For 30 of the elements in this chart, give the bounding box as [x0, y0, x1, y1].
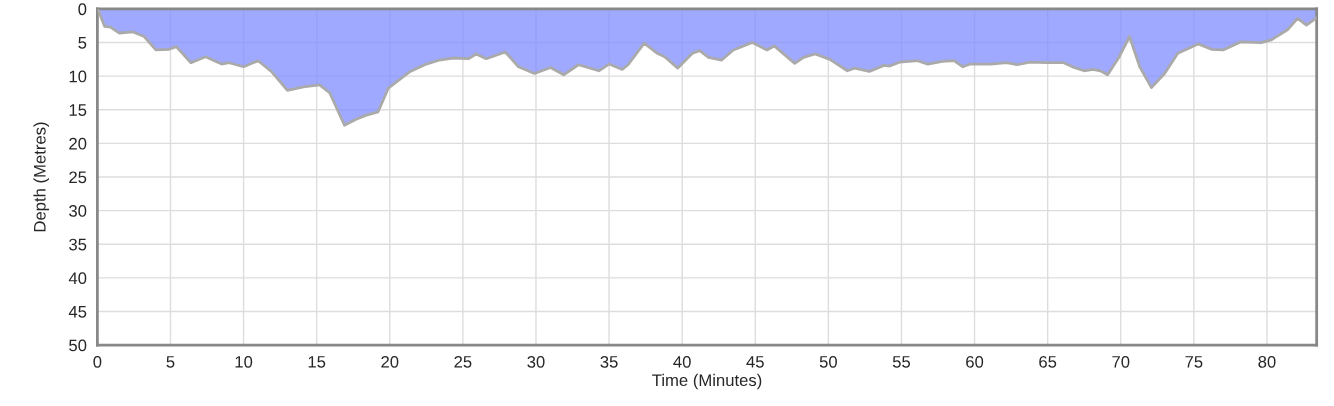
- x-tick-label: 50: [819, 355, 837, 368]
- y-tick-label: 40: [68, 272, 87, 285]
- y-axis-title: Depth (Metres): [33, 122, 49, 232]
- x-tick-label: 70: [1112, 355, 1130, 368]
- x-tick-label: 20: [381, 355, 399, 368]
- x-tick-label: 25: [454, 355, 472, 368]
- y-tick-label: 50: [69, 339, 87, 352]
- x-tick-label: 15: [308, 356, 326, 368]
- y-tick-label: 30: [69, 205, 87, 217]
- x-tick-label: 65: [1039, 355, 1057, 368]
- x-tick-label: 55: [892, 356, 911, 368]
- y-tick-label: 20: [69, 137, 87, 150]
- y-tick-label: 35: [69, 238, 87, 251]
- x-tick-label: 10: [235, 355, 253, 368]
- x-tick-label: 30: [527, 355, 545, 368]
- x-tick-label: 80: [1258, 355, 1276, 368]
- y-tick-label: 0: [78, 3, 87, 16]
- x-tick-label: 40: [673, 355, 691, 368]
- y-tick-label: 15: [69, 104, 87, 116]
- y-tick-label: 25: [69, 171, 87, 184]
- y-tick-label: 45: [68, 306, 87, 318]
- x-tick-label: 60: [966, 355, 984, 368]
- x-tick-label: 45: [746, 356, 764, 368]
- y-tick-label: 5: [78, 37, 87, 49]
- x-axis-title: Time (Minutes): [652, 373, 762, 390]
- x-tick-label: 5: [166, 356, 175, 368]
- x-tick-label: 35: [600, 355, 618, 368]
- y-tick-label: 10: [69, 70, 87, 83]
- x-tick-label: 75: [1185, 356, 1203, 368]
- x-tick-label: 0: [93, 355, 102, 368]
